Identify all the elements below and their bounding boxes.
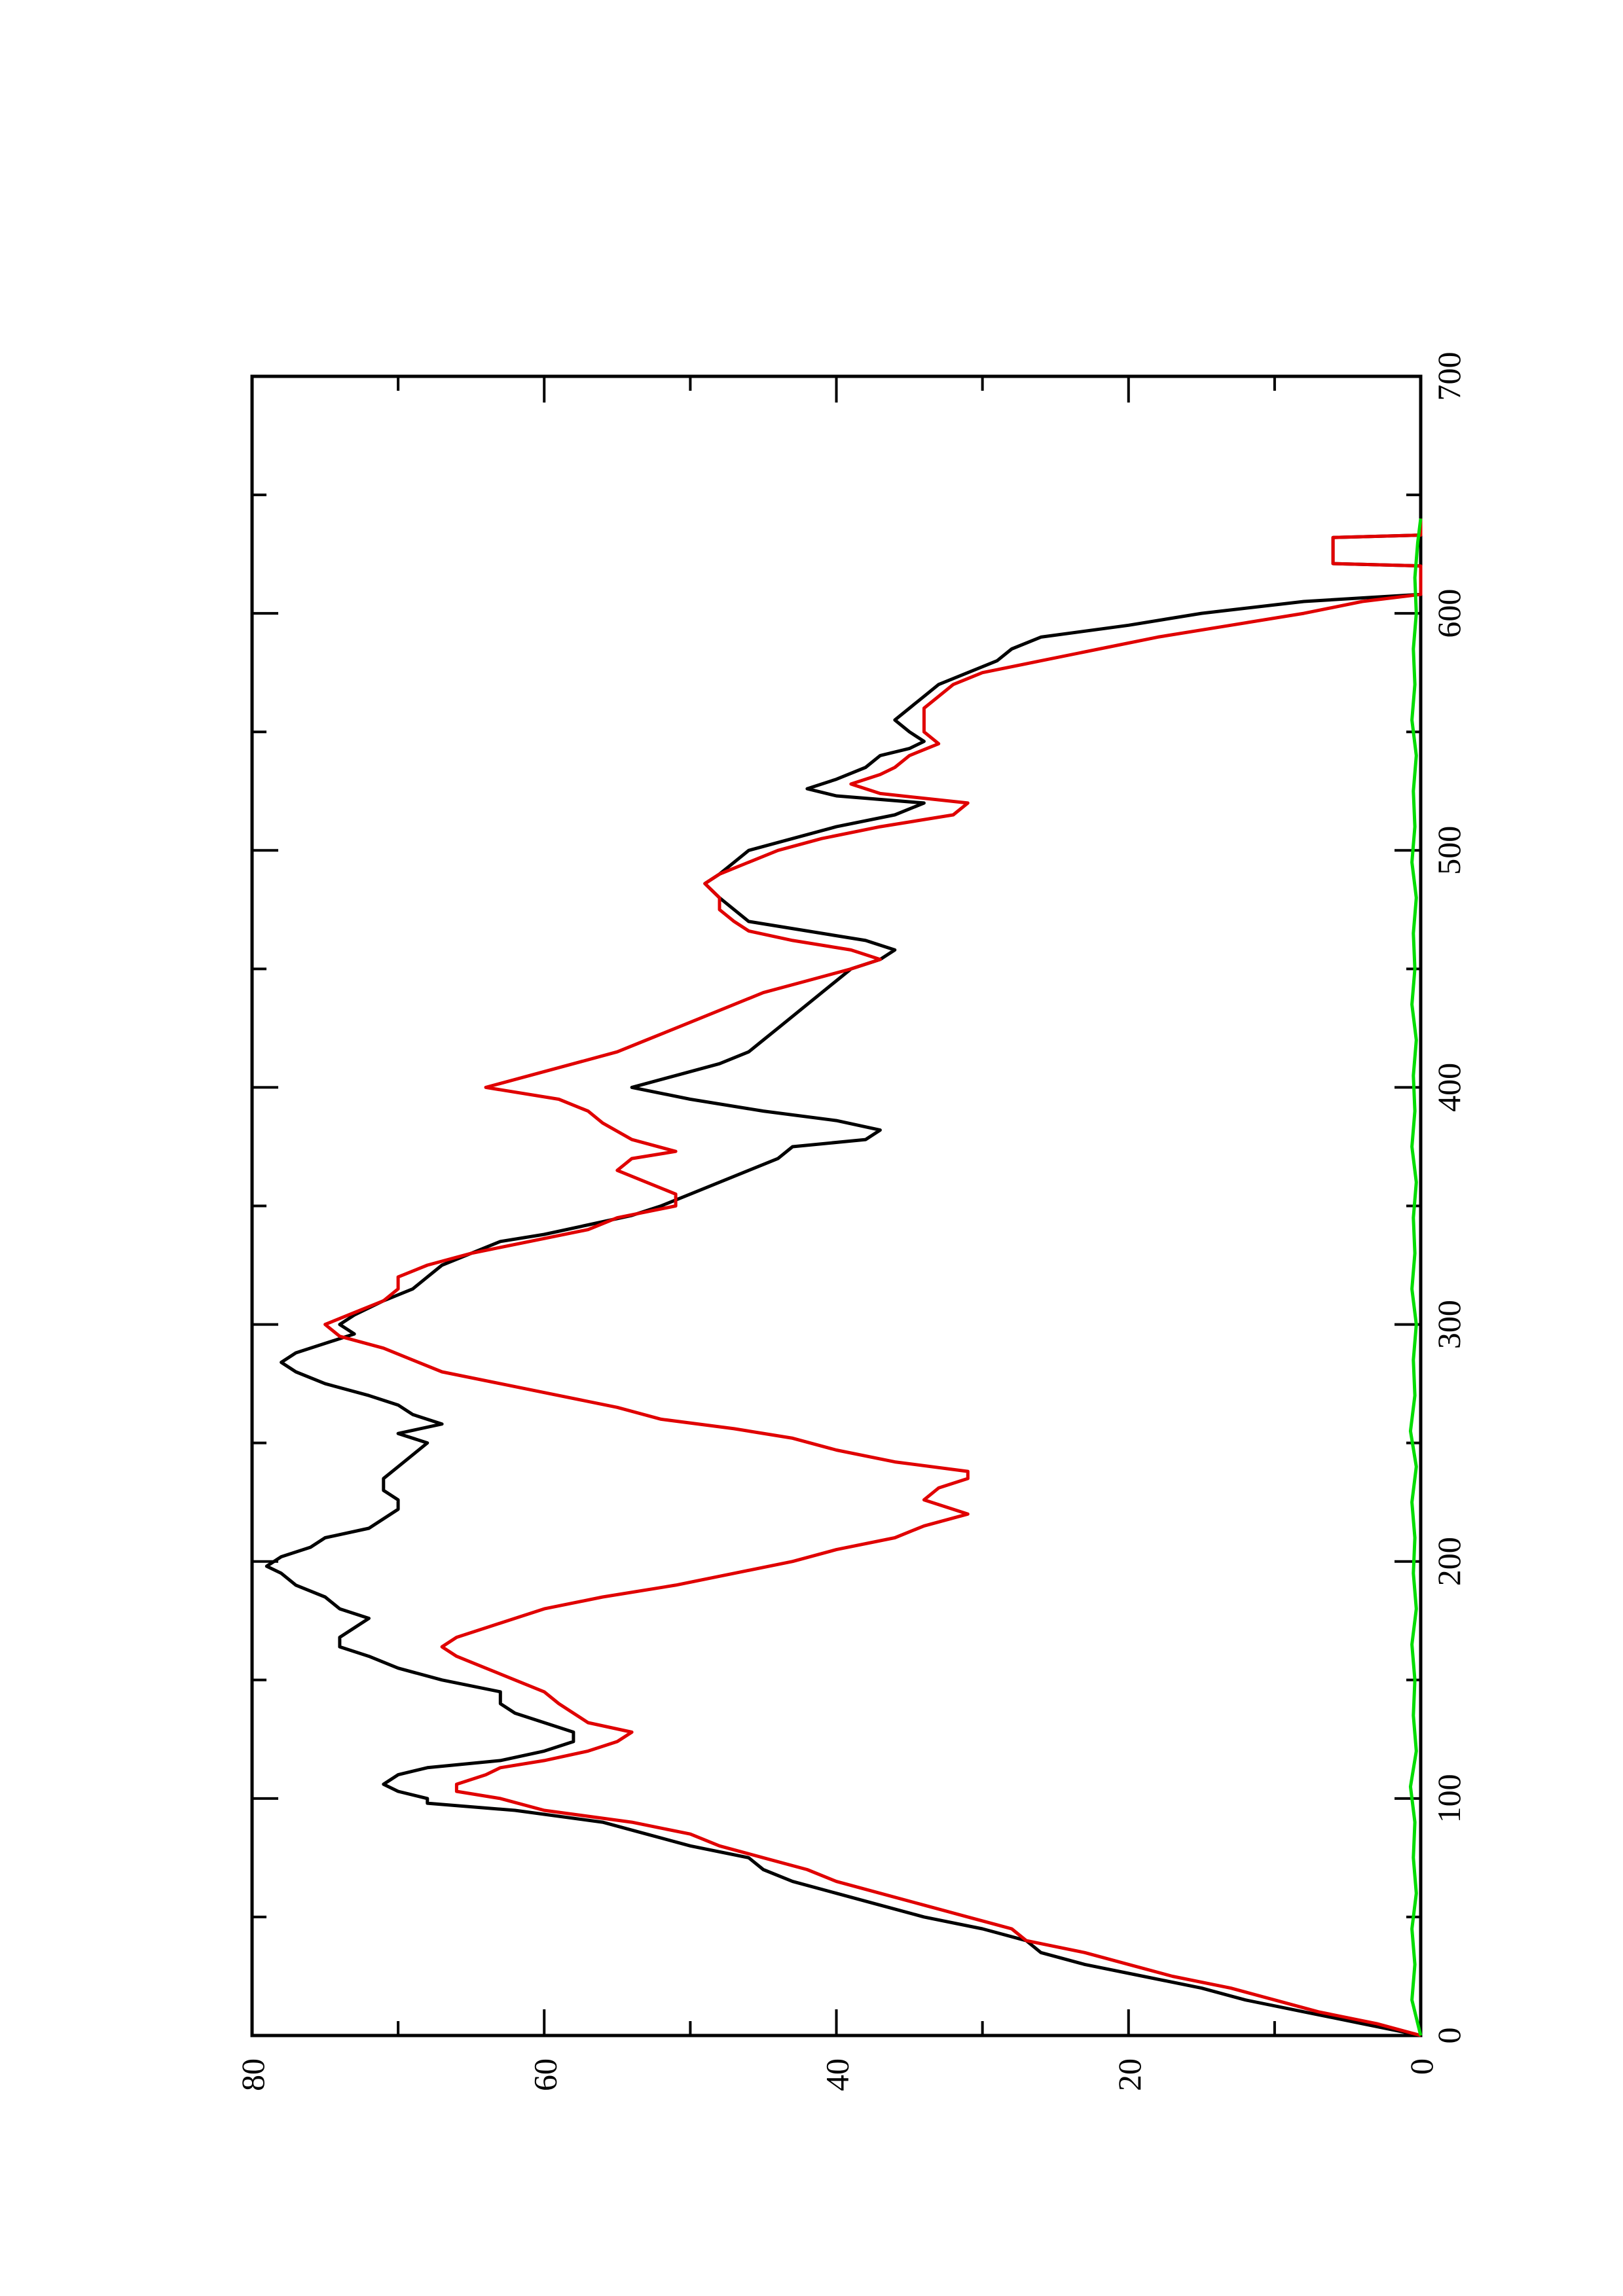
x-tick-label: 400: [1431, 1063, 1467, 1112]
plot-frame: [250, 374, 1423, 2037]
x-tick-label: 100: [1431, 1774, 1467, 1823]
y-tick-label: 40: [819, 2058, 856, 2091]
x-tick-label: 0: [1431, 2028, 1467, 2044]
series-line-3: [1408, 518, 1423, 2036]
x-tick-label: 600: [1431, 589, 1467, 638]
tick-marks: [251, 375, 1422, 2037]
y-tick-label: 0: [1403, 2058, 1440, 2075]
series-line-1: [264, 518, 1423, 2037]
x-tick-labels: 0 100 200 300 400 500 600 700: [1431, 352, 1467, 2044]
y-tick-label: 60: [526, 2058, 563, 2091]
x-tick-label: 700: [1431, 352, 1467, 401]
series-lines: [264, 518, 1423, 2037]
x-tick-label: 500: [1431, 826, 1467, 875]
x-tick-label: 300: [1431, 1300, 1467, 1349]
y-tick-labels: 0 20 40 60 80: [234, 2058, 1440, 2091]
y-tick-label: 20: [1111, 2058, 1148, 2091]
x-tick-label: 200: [1431, 1537, 1467, 1586]
y-tick-label: 80: [234, 2058, 271, 2091]
series-line-2: [323, 518, 1423, 2037]
